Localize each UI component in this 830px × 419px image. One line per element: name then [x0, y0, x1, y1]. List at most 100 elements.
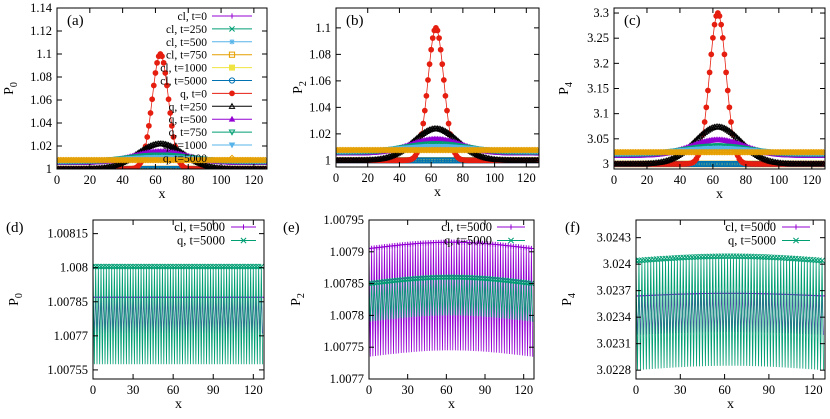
plot-area — [614, 10, 825, 168]
data-point — [154, 59, 160, 66]
legend-entry-label: q, t=750 — [169, 127, 208, 139]
data-point — [724, 87, 731, 94]
data-point — [188, 263, 195, 270]
data-point — [428, 46, 435, 53]
panel-c: 0 20 40 60 80 100 12033.053.13.153.23.253.3xP4… — [557, 6, 826, 202]
x-tick-label: 120 — [245, 173, 264, 187]
data-point — [239, 263, 246, 270]
y-tick-label: 1.08 — [30, 70, 52, 84]
data-point — [100, 263, 107, 270]
legend-entry-marker — [228, 129, 236, 136]
legend-entry-label: q, t=1000 — [163, 140, 207, 152]
data-point — [119, 263, 126, 270]
data-point — [723, 69, 729, 76]
legend-entry-label: cl, t=500 — [166, 37, 207, 49]
data-point — [202, 263, 209, 270]
x-tick-label: 20 — [84, 173, 97, 187]
data-point — [228, 263, 235, 270]
y-tick-label: 1.04 — [309, 100, 332, 114]
y-tick-label: 1.08 — [309, 47, 331, 61]
data-point — [211, 163, 218, 169]
legend-entry-marker — [229, 25, 235, 32]
data-point — [820, 148, 825, 156]
data-point — [127, 263, 134, 270]
x-tick-label: 40 — [393, 171, 406, 185]
data-point — [152, 70, 159, 76]
data-point — [98, 263, 104, 270]
data-point — [163, 141, 171, 148]
x-tick-label: 80 — [182, 173, 195, 187]
x-tick-label: 80 — [740, 173, 753, 187]
data-point — [151, 263, 158, 270]
data-point — [436, 35, 442, 41]
x-tick-label: 60 — [425, 171, 438, 185]
data-point — [719, 123, 727, 131]
data-point — [260, 156, 267, 164]
y-tick-label: 3.15 — [587, 82, 609, 96]
data-point — [164, 263, 171, 270]
data-point — [245, 263, 251, 270]
data-point — [818, 148, 825, 156]
data-point — [242, 263, 249, 270]
data-point — [148, 263, 155, 270]
legend-entry-marker — [228, 142, 236, 149]
data-point — [476, 152, 484, 159]
data-point — [170, 263, 177, 270]
data-point — [167, 263, 174, 270]
legend-entry-label: q, t=0 — [180, 88, 207, 100]
x-tick-label: 0 — [333, 171, 339, 185]
data-point — [475, 151, 483, 159]
x-tick-label: 100 — [485, 171, 504, 185]
x-axis-label: x — [716, 187, 723, 202]
x-tick-label: 0 — [90, 383, 96, 397]
y-tick-label: 1.14 — [30, 1, 53, 15]
y-tick-label: 1.1 — [315, 21, 331, 35]
data-point — [146, 122, 152, 129]
plot-frame — [92, 219, 265, 380]
data-point — [150, 82, 157, 89]
x-tick-label: 60 — [149, 173, 162, 187]
series-q-t-5000-points — [93, 263, 264, 270]
data-point — [710, 35, 716, 41]
data-point — [236, 263, 243, 270]
data-point — [215, 263, 222, 270]
panel-a: 0 20 40 60 80 100 12011.021.041.061.081.11.121… — [2, 1, 268, 202]
data-point — [703, 104, 710, 111]
plot-frame — [335, 7, 540, 168]
data-point — [199, 263, 206, 270]
data-point — [442, 93, 449, 99]
data-point — [140, 263, 147, 270]
x-axis-label: x — [159, 187, 166, 202]
data-point — [116, 263, 123, 270]
data-point — [106, 263, 112, 270]
data-point — [175, 263, 182, 270]
data-point — [194, 263, 201, 270]
data-point — [721, 51, 728, 58]
data-point — [93, 263, 96, 270]
data-point — [124, 263, 131, 270]
data-point — [180, 263, 187, 270]
y-tick-label: 3.2 — [593, 56, 609, 70]
data-point — [253, 263, 259, 270]
legend-entry-marker — [228, 154, 236, 162]
data-point — [423, 93, 430, 99]
x-tick-label: 60 — [707, 173, 720, 187]
y-tick-label: 1.1 — [36, 47, 52, 61]
legend-entry-marker — [228, 51, 236, 58]
y-tick-label: 3 — [603, 157, 609, 171]
legend-entry-marker — [228, 102, 236, 109]
y-tick-label: 3.05 — [587, 132, 609, 146]
data-point — [122, 263, 129, 270]
y-axis-label: P4 — [557, 82, 575, 95]
data-point — [168, 122, 175, 129]
data-point — [728, 119, 734, 125]
data-point — [210, 263, 217, 270]
data-point — [420, 120, 427, 127]
data-point — [135, 263, 142, 270]
legend-entry-label: cl, t=1000 — [160, 63, 207, 75]
series-q-t-250-line — [614, 126, 824, 165]
data-point — [711, 21, 718, 28]
data-point — [178, 263, 185, 270]
y-tick-label: 3.3 — [593, 6, 609, 20]
data-point — [114, 263, 121, 270]
